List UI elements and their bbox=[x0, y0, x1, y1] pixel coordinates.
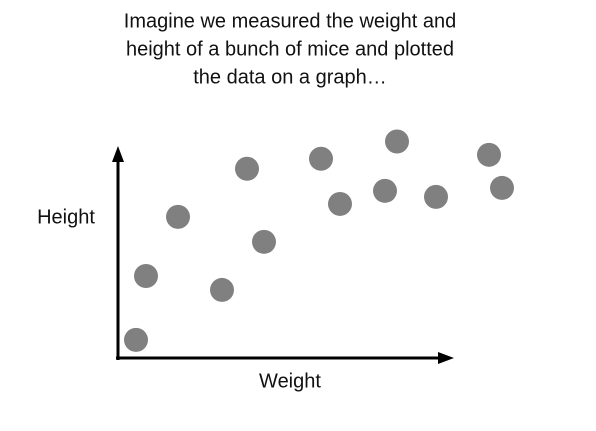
title-line: height of a bunch of mice and plotted bbox=[126, 38, 454, 60]
point bbox=[477, 142, 501, 167]
point bbox=[490, 175, 514, 200]
y-axis-label: Height bbox=[37, 206, 95, 228]
point bbox=[252, 229, 276, 254]
point bbox=[373, 178, 397, 203]
x-axis-label: Weight bbox=[259, 370, 321, 392]
point bbox=[385, 129, 409, 154]
point bbox=[166, 204, 190, 229]
y-arrow bbox=[112, 146, 124, 162]
title-line: Imagine we measured the weight and bbox=[124, 10, 456, 32]
point bbox=[328, 191, 352, 216]
point bbox=[424, 184, 448, 209]
point bbox=[134, 263, 158, 288]
point bbox=[124, 327, 148, 352]
point bbox=[235, 156, 259, 181]
x-arrow bbox=[438, 352, 454, 364]
point bbox=[309, 146, 333, 171]
title-line: the data on a graph… bbox=[193, 66, 386, 88]
point bbox=[210, 277, 234, 302]
